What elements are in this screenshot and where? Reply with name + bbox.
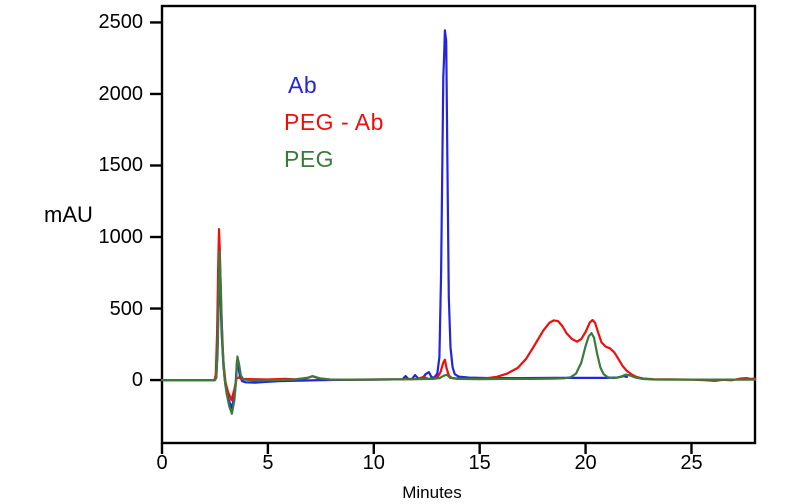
trace-ab — [160, 29, 629, 410]
trace-peg — [160, 250, 757, 415]
x-tick-label: 15 — [468, 452, 491, 474]
y-tick-label: 2000 — [98, 82, 144, 105]
y-axis-title: mAU — [44, 202, 93, 227]
trace-peg-ab — [160, 228, 757, 402]
legend-item-peg: PEG — [284, 146, 335, 172]
x-axis-title: Minutes — [402, 483, 462, 502]
legend-item-peg-ab: PEG - Ab — [284, 109, 384, 135]
y-tick-label: 2500 — [98, 11, 144, 34]
y-tick-label: 0 — [131, 369, 143, 392]
legend-item-ab: Ab — [288, 72, 318, 98]
y-tick-label: 500 — [109, 297, 143, 320]
y-tick-label: 1500 — [98, 154, 144, 177]
x-tick-label: 10 — [362, 452, 385, 474]
x-tick-label: 5 — [262, 452, 274, 474]
y-tick-label: 1000 — [98, 226, 144, 249]
x-tick-label: 20 — [574, 452, 597, 474]
plot-frame — [160, 4, 757, 445]
x-tick-label: 25 — [680, 452, 703, 474]
x-tick-label: 0 — [156, 452, 168, 474]
